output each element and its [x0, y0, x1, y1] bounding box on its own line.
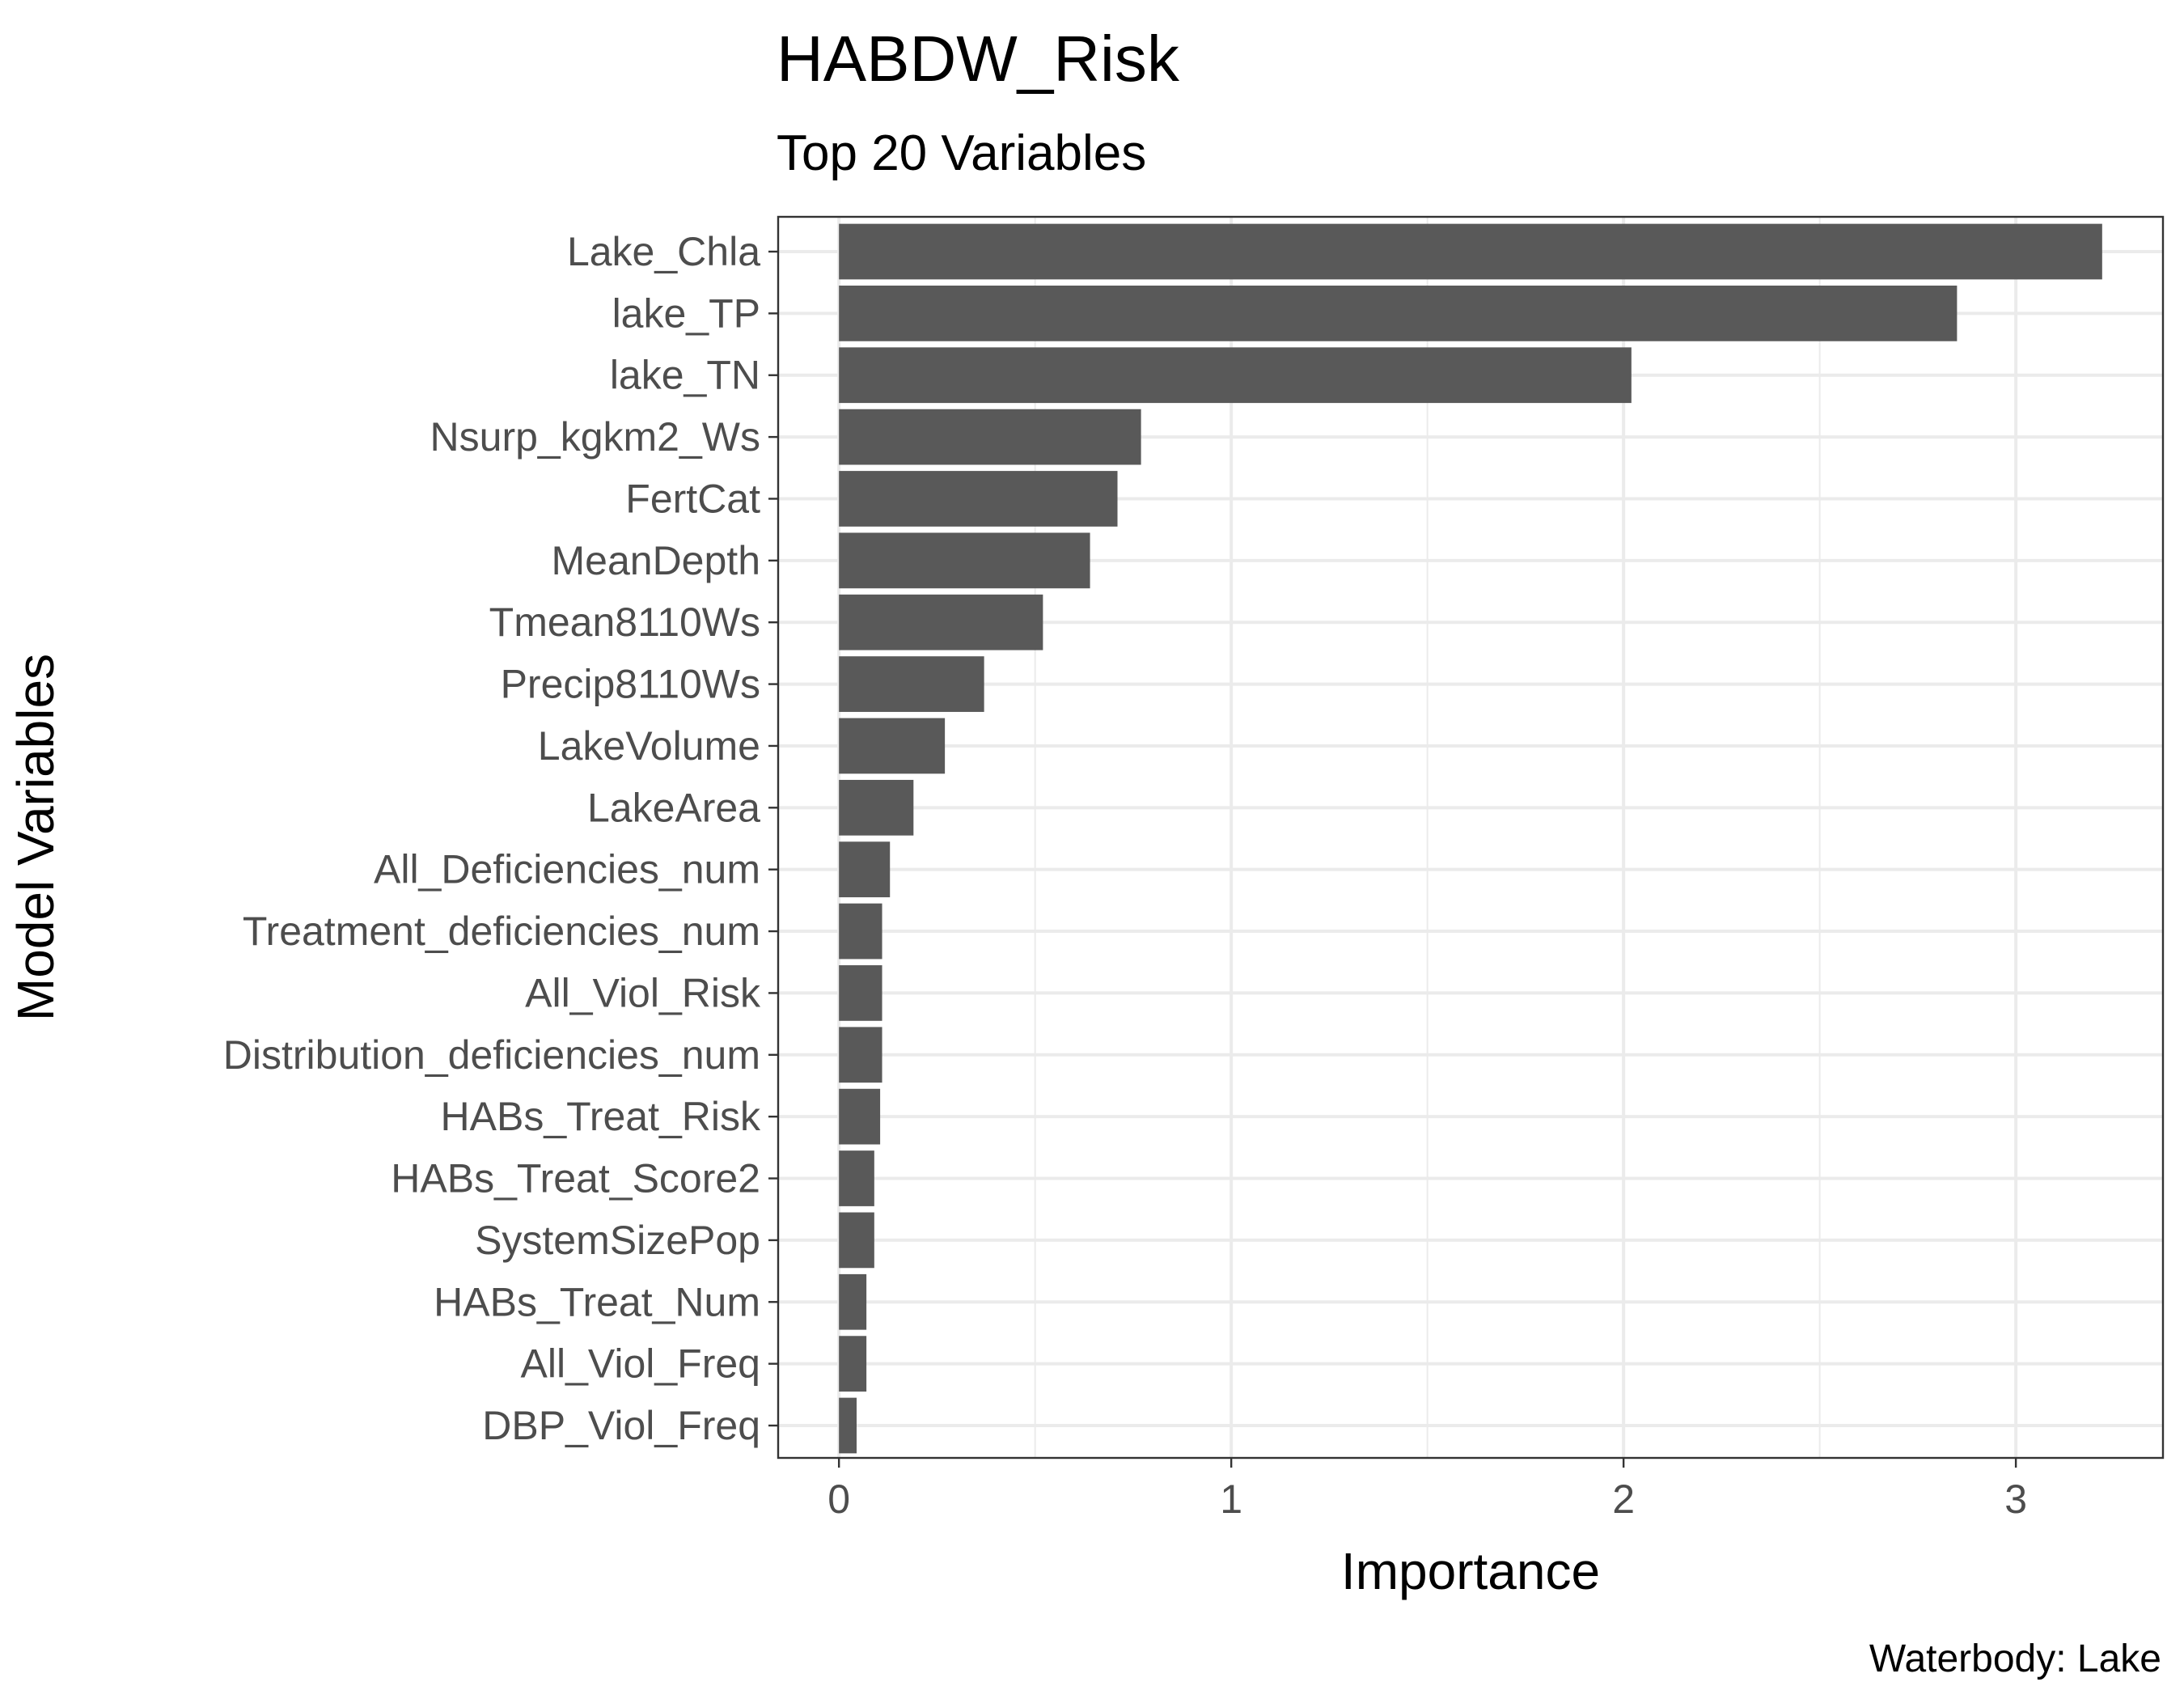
y-tick-label: LakeVolume — [538, 723, 760, 769]
x-axis: 0 1 2 3 — [827, 1458, 2027, 1522]
y-tick-label: All_Viol_Freq — [521, 1341, 760, 1387]
bar — [839, 471, 1118, 527]
x-tick-label: 1 — [1220, 1477, 1242, 1522]
y-tick-label: SystemSizePop — [475, 1218, 760, 1263]
y-tick-label: HABs_Treat_Risk — [441, 1094, 761, 1139]
bar — [839, 1397, 857, 1454]
bar — [839, 718, 946, 774]
x-tick-label: 0 — [827, 1477, 850, 1522]
plot-panel — [777, 215, 2165, 1460]
bar — [839, 903, 882, 960]
bar — [839, 1273, 867, 1330]
y-tick-label: All_Deficiencies_num — [374, 847, 760, 892]
bar — [839, 779, 914, 836]
y-tick-label: Nsurp_kgkm2_Ws — [430, 414, 760, 460]
bar — [839, 594, 1043, 650]
bar — [839, 1088, 881, 1145]
x-axis-title: Importance — [1341, 1542, 1600, 1600]
bars — [839, 223, 2102, 1454]
y-tick-label: MeanDepth — [552, 538, 761, 583]
y-tick-label: Tmean8110Ws — [489, 600, 760, 645]
y-tick-label: LakeArea — [587, 785, 760, 830]
bar — [839, 841, 891, 898]
chart-subtitle: Top 20 Variables — [777, 125, 1146, 181]
bar — [839, 286, 1958, 341]
bar — [839, 1212, 874, 1269]
y-tick-label: lake_TN — [610, 353, 760, 398]
y-tick-label: Treatment_deficiencies_num — [243, 909, 760, 954]
y-tick-label: All_Viol_Risk — [525, 970, 761, 1015]
bar — [839, 409, 1141, 465]
bar — [839, 965, 882, 1021]
y-tick-label: Lake_Chla — [567, 229, 760, 274]
y-axis-title: Model Variables — [6, 654, 65, 1021]
bar — [839, 1336, 867, 1392]
bar — [839, 1027, 882, 1083]
y-tick-label: HABs_Treat_Score2 — [391, 1156, 760, 1201]
y-axis: Lake_Chla lake_TP lake_TN Nsurp_kgkm2_Ws Fer… — [223, 229, 778, 1448]
panel-border — [777, 215, 2165, 1460]
bar — [839, 656, 984, 712]
chart-title: HABDW_Risk — [777, 23, 1180, 95]
x-tick-label: 2 — [1612, 1477, 1635, 1522]
y-tick-label: DBP_Viol_Freq — [482, 1403, 760, 1448]
y-tick-label: Precip8110Ws — [501, 662, 760, 707]
bar — [839, 223, 2102, 280]
y-tick-label: lake_TP — [612, 290, 760, 336]
y-tick-label: HABs_Treat_Num — [434, 1279, 760, 1324]
y-tick-label: FertCat — [625, 476, 760, 521]
x-tick-label: 3 — [2004, 1477, 2027, 1522]
bar — [839, 532, 1090, 589]
bar — [839, 347, 1632, 404]
bar — [839, 1150, 874, 1206]
y-tick-label: Distribution_deficiencies_num — [223, 1032, 760, 1078]
chart-caption: Waterbody: Lake — [1869, 1638, 2161, 1680]
